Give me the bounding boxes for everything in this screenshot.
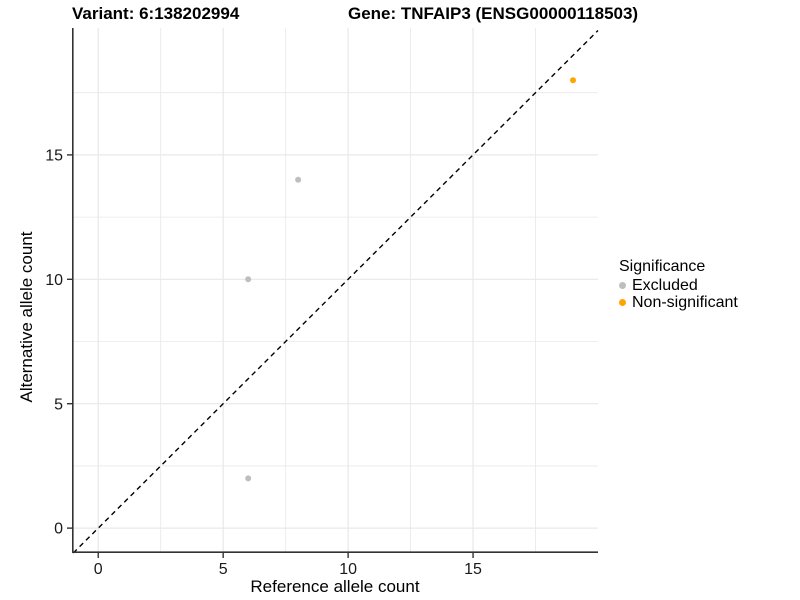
y-axis-title: Alternative allele count	[17, 231, 36, 403]
gene-title: Gene: TNFAIP3 (ENSG00000118503)	[348, 4, 639, 23]
non-significant-key-dot-icon	[619, 299, 626, 306]
data-point-excluded	[245, 276, 252, 283]
y-tick-label: 5	[54, 396, 63, 413]
variant-title: Variant: 6:138202994	[72, 4, 240, 23]
data-point-excluded	[245, 475, 252, 482]
y-tick-label: 15	[45, 147, 63, 164]
data-point-non-significant	[570, 77, 577, 84]
y-tick-label: 0	[54, 521, 63, 538]
legend-entry-label: Excluded	[632, 277, 698, 294]
legend-entry-excluded: Excluded	[619, 277, 738, 294]
scatter-plot-canvas: 0 5 10 15 0 5 10 15	[45, 28, 599, 578]
data-point-excluded	[295, 176, 302, 183]
plot-panel: 0 5 10 15 0 5 10 15	[45, 28, 599, 578]
identity-dashed-line	[72, 29, 599, 554]
x-tick-label: 5	[219, 561, 228, 578]
legend: Significance Excluded Non-significant	[619, 257, 738, 311]
excluded-key-dot-icon	[619, 282, 626, 289]
legend-entry-non-significant: Non-significant	[619, 294, 738, 311]
legend-title: Significance	[619, 258, 706, 275]
x-axis-title: Reference allele count	[250, 577, 420, 596]
x-tick-label: 15	[464, 561, 482, 578]
y-tick-label: 10	[45, 272, 63, 289]
legend-entry-label: Non-significant	[632, 294, 738, 311]
x-tick-label: 10	[339, 561, 357, 578]
x-tick-label: 0	[94, 561, 103, 578]
